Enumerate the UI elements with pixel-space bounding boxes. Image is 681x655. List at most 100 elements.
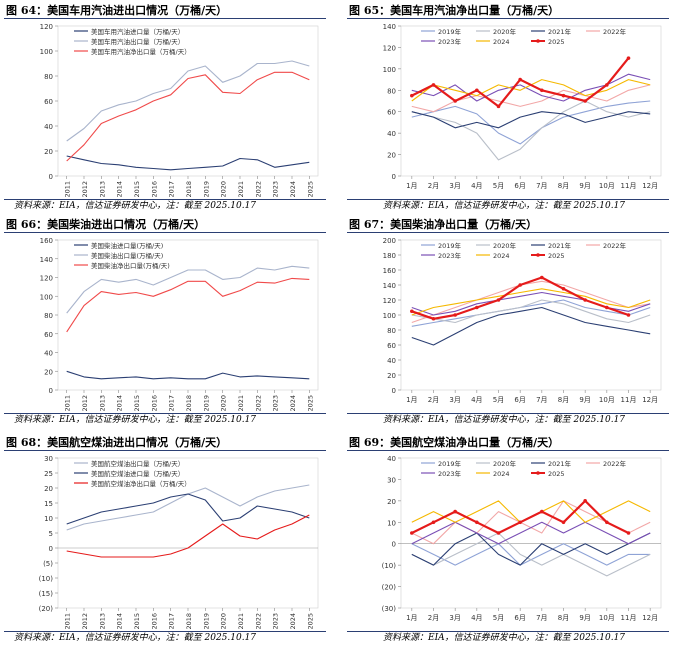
x-tick-label: 2011: [64, 395, 72, 412]
x-tick-label: 6月: [514, 182, 525, 190]
title-rule: [347, 232, 669, 233]
x-tick-label: 2023: [272, 395, 280, 412]
x-tick-label: 2月: [428, 614, 439, 622]
series-line: [66, 514, 310, 558]
series-point: [453, 99, 457, 103]
x-tick-label: 2017: [168, 395, 176, 412]
panel-fig69: 图 69：美国航空煤油净出口量（万桶/天） (30) (20) (10) 0 10 20 3…: [343, 432, 673, 643]
y-tick-label: 200: [383, 237, 396, 245]
y-tick-label: 80: [387, 87, 396, 95]
x-tick-label: 2025: [306, 395, 314, 412]
x-tick-label: 8月: [558, 182, 569, 190]
series-line: [66, 484, 310, 531]
series-point: [561, 520, 566, 525]
x-tick-label: 3月: [449, 396, 460, 404]
y-tick-label: 80: [44, 73, 53, 81]
legend-label: 2024: [493, 252, 510, 260]
panel-title: 图 68：美国航空煤油进出口情况（万桶/天）: [6, 436, 228, 449]
y-tick-label: 60: [387, 109, 396, 117]
y-tick-label: 10: [387, 519, 396, 527]
legend-label: 2023年: [438, 251, 462, 260]
series-line: [411, 500, 651, 523]
x-tick-label: 2014: [116, 395, 124, 412]
x-tick-label: 2016: [150, 613, 158, 630]
legend-label: 2025: [548, 470, 565, 478]
y-tick-label: 80: [387, 327, 396, 335]
chart-fig67: 0 20 40 60 80 100 120 140 160 180 200 1月 2月 3月 4月 5月 6月 7…: [383, 237, 662, 404]
y-tick-label: 120: [383, 297, 396, 305]
source-note: 资料来源：EIA，信达证券研发中心，注：截至 2025.10.17: [14, 201, 257, 211]
x-tick-label: 2019: [202, 395, 210, 412]
x-tick-label: 1月: [406, 182, 417, 190]
panel-fig67: 图 67：美国柴油净出口量（万桶/天） 0 20 40 60 80 100 120 140 16…: [343, 214, 673, 425]
x-tick-label: 8月: [558, 614, 569, 622]
y-tick-label: 0: [49, 545, 53, 553]
y-tick-label: 15: [44, 500, 53, 508]
x-tick-label: 5月: [493, 182, 504, 190]
x-tick-label: 2011: [64, 181, 72, 198]
x-tick-label: 2022: [254, 181, 262, 198]
x-tick-label: 6月: [514, 396, 525, 404]
y-tick-label: 120: [40, 23, 53, 31]
source-note: 资料来源：EIA，信达证券研发中心，注：截至 2025.10.17: [383, 633, 626, 643]
plot-area: [400, 457, 662, 609]
panel-fig65: 图 65：美国车用汽油净出口量（万桶/天） 0 20 40 60 80 100 120 140…: [343, 0, 673, 211]
series-point: [583, 99, 587, 103]
legend-label: 2024: [493, 470, 510, 478]
legend-label: 2021年: [548, 241, 572, 250]
y-tick-label: 0: [392, 541, 396, 549]
y-tick-label: (5): [43, 560, 53, 568]
y-tick-label: 60: [44, 331, 53, 339]
x-tick-label: 2012: [81, 181, 89, 198]
legend-label: 美国航空煤油净出口量（万桶/天）: [91, 479, 191, 488]
source-rule: [4, 413, 326, 414]
series-line: [66, 493, 310, 525]
series-line: [411, 532, 651, 577]
series-line: [66, 71, 310, 162]
x-tick-label: 2016: [150, 181, 158, 198]
y-tick-label: 100: [40, 293, 53, 301]
y-tick-label: (20): [382, 584, 397, 592]
series-point: [540, 88, 544, 93]
panel-title: 图 65：美国车用汽油净出口量（万桶/天）: [349, 4, 560, 17]
legend-label: 2021年: [548, 27, 572, 36]
y-tick-label: 60: [387, 342, 396, 350]
x-tick-label: 2017: [168, 181, 176, 198]
series-point: [518, 520, 522, 525]
x-tick-label: 2020: [220, 181, 228, 198]
legend-label: 2022年: [603, 459, 627, 468]
x-tick-label: 6月: [514, 614, 525, 622]
x-tick-label: 2023: [272, 181, 280, 198]
x-tick-label: 2017: [168, 613, 176, 630]
series-line: [66, 60, 310, 142]
y-tick-label: 140: [383, 282, 396, 290]
legend-label: 2020年: [493, 27, 517, 36]
legend-label: 2019年: [438, 27, 462, 36]
series-point: [496, 298, 501, 302]
x-tick-label: 4月: [471, 182, 482, 190]
x-tick-label: 11月: [621, 614, 637, 622]
legend-label: 2025: [548, 38, 565, 46]
x-tick-label: 2025: [306, 181, 314, 198]
source-rule: [347, 413, 669, 414]
x-tick-label: 4月: [471, 614, 482, 622]
source-rule: [4, 199, 326, 200]
x-tick-label: 2021: [237, 613, 245, 630]
x-tick-label: 2015: [133, 181, 141, 198]
x-tick-label: 2021: [237, 395, 245, 412]
series-line: [411, 306, 651, 346]
series-point: [540, 275, 544, 280]
series-line: [66, 277, 310, 333]
legend-label: 美国车用汽油净出口量（万桶/天）: [91, 47, 191, 56]
x-tick-label: 2023: [272, 613, 280, 630]
chart-fig69: (30) (20) (10) 0 10 20 30 40 1月 2月 3月 4月 5月 6月 7月 8月 9月 1…: [382, 455, 662, 622]
x-tick-label: 5月: [493, 614, 504, 622]
x-tick-label: 10月: [599, 182, 615, 190]
y-tick-label: 0: [392, 173, 396, 181]
legend-label: 2020年: [493, 459, 517, 468]
legend-label: 美国航空煤油出口量（万桶/天）: [91, 459, 184, 468]
x-tick-label: 7月: [536, 182, 547, 190]
x-tick-label: 2024: [289, 395, 297, 412]
y-tick-label: (20): [39, 605, 54, 613]
x-tick-label: 10月: [599, 614, 615, 622]
